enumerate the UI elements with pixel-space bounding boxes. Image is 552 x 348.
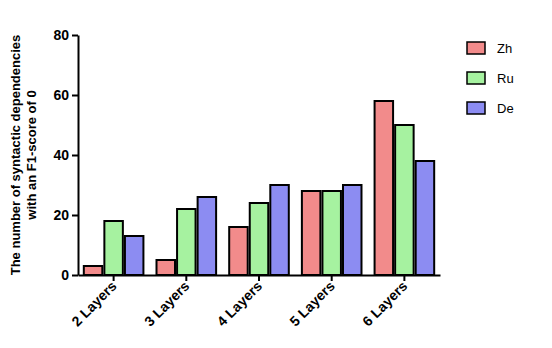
- legend: Zh Ru De: [467, 41, 514, 116]
- x-tick-mark: [113, 275, 115, 281]
- x-tick-mark: [331, 275, 333, 281]
- legend-item: Ru: [467, 71, 514, 86]
- x-axis: 2 Layers 3 Layers 4 Layers 5 Layers 6 Layers: [68, 275, 440, 329]
- y-tick: 0: [61, 267, 78, 283]
- x-tick-label: 4 Layers: [214, 278, 266, 330]
- x-tick-label: 5 Layers: [286, 278, 338, 330]
- x-tick-label: 3 Layers: [141, 278, 193, 330]
- x-tick: 3 Layers: [141, 275, 193, 329]
- x-tick: 6 Layers: [359, 275, 411, 329]
- y-tick: 60: [53, 87, 78, 103]
- bar: [416, 161, 434, 275]
- bar: [322, 191, 340, 275]
- y-tick: 20: [53, 207, 78, 223]
- x-tick-label: 2 Layers: [68, 278, 120, 330]
- legend-label: Zh: [497, 41, 512, 56]
- bar: [270, 185, 288, 275]
- legend-swatch: [467, 72, 485, 84]
- bar: [104, 221, 122, 275]
- x-tick: 4 Layers: [214, 275, 266, 329]
- bar: [84, 266, 102, 275]
- legend-swatch: [467, 102, 485, 114]
- bar: [177, 209, 195, 275]
- bar: [125, 236, 143, 275]
- legend-item: De: [467, 101, 514, 116]
- y-tick-label: 40: [53, 147, 69, 163]
- bar: [375, 101, 393, 275]
- bars: [84, 101, 434, 275]
- bar: [157, 260, 175, 275]
- y-tick-mark: [72, 35, 78, 37]
- bar: [250, 203, 268, 275]
- y-label-line: The number of syntactic dependencies: [8, 35, 23, 276]
- legend-swatch: [467, 42, 485, 54]
- x-tick: 2 Layers: [68, 275, 120, 329]
- bar: [302, 191, 320, 275]
- plot: 0 20 40 60 80 2 Layers 3 Layers 4 Layers 5 Layer…: [53, 27, 440, 329]
- y-tick-label: 80: [53, 27, 69, 43]
- y-label-line: with an F1-score of 0: [24, 90, 39, 220]
- y-tick-label: 60: [53, 87, 69, 103]
- x-tick-mark: [185, 275, 187, 281]
- bar: [395, 125, 413, 275]
- x-tick-mark: [403, 275, 405, 281]
- bar: [198, 197, 216, 275]
- y-tick: 80: [53, 27, 78, 43]
- y-tick-label: 0: [61, 267, 69, 283]
- bar: [229, 227, 247, 275]
- y-tick-label: 20: [53, 207, 69, 223]
- x-tick: 5 Layers: [286, 275, 338, 329]
- chart: 0 20 40 60 80 2 Layers 3 Layers 4 Layers 5 Layer…: [0, 0, 552, 348]
- y-tick-mark: [72, 275, 78, 277]
- y-tick: 40: [53, 147, 78, 163]
- legend-label: De: [497, 101, 514, 116]
- y-tick-mark: [72, 95, 78, 97]
- x-tick-label: 6 Layers: [359, 278, 411, 330]
- legend-label: Ru: [497, 71, 514, 86]
- y-label: The number of syntactic dependencieswith…: [8, 35, 39, 276]
- y-tick-mark: [72, 215, 78, 217]
- legend-item: Zh: [467, 41, 512, 56]
- y-tick-mark: [72, 155, 78, 157]
- x-tick-mark: [258, 275, 260, 281]
- y-axis: 0 20 40 60 80: [53, 27, 78, 283]
- bar: [343, 185, 361, 275]
